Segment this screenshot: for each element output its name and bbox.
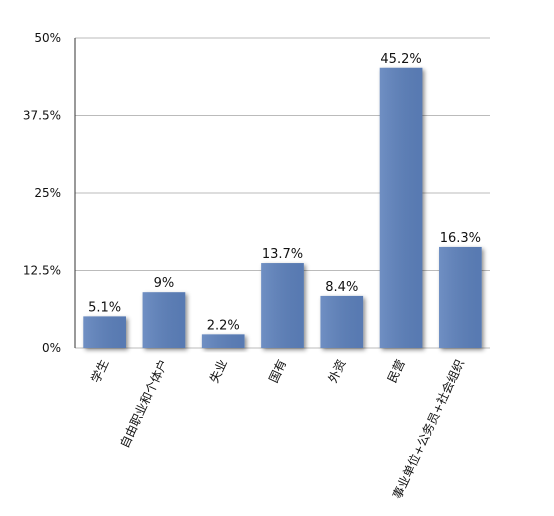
bar-shade xyxy=(261,263,304,348)
value-label: 9% xyxy=(154,276,175,291)
value-label: 8.4% xyxy=(325,280,358,295)
bar-shade xyxy=(142,292,186,348)
value-label: 45.2% xyxy=(380,52,421,67)
x-tick-label: 事业单位+公务员+社会组织 xyxy=(389,357,467,501)
y-tick-label: 25% xyxy=(34,186,61,200)
x-tick-label: 学生 xyxy=(88,357,112,385)
y-tick-label: 0% xyxy=(42,341,61,355)
x-tick-label: 自由职业和个体户 xyxy=(116,357,170,450)
y-tick-label: 50% xyxy=(34,31,61,45)
x-tick-label: 民营 xyxy=(385,357,408,385)
bar-shade xyxy=(320,295,364,348)
x-tick-label: 国有 xyxy=(266,357,289,385)
x-tick-label: 失业 xyxy=(206,357,230,385)
value-label: 2.2% xyxy=(207,318,240,333)
value-label: 5.1% xyxy=(88,300,121,315)
y-tick-label: 37.5% xyxy=(23,109,61,123)
bar-shade xyxy=(83,316,126,348)
bar-shade xyxy=(379,67,423,348)
bar-shade xyxy=(201,334,245,348)
bar-shade xyxy=(439,246,482,348)
x-tick-label: 外资 xyxy=(326,357,349,385)
y-tick-label: 12.5% xyxy=(23,264,61,278)
value-label: 13.7% xyxy=(262,247,303,262)
value-label: 16.3% xyxy=(440,231,481,246)
